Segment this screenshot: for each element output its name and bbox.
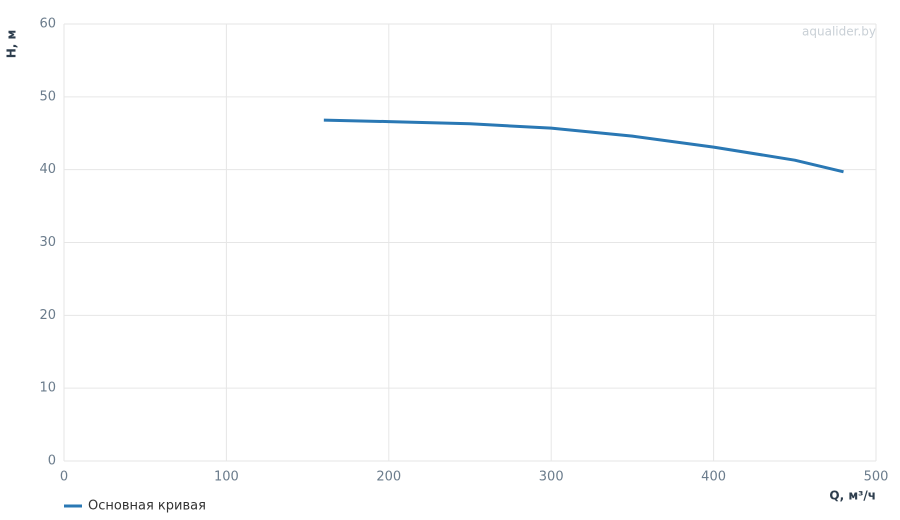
x-tick-label: 500 bbox=[864, 470, 889, 485]
x-tick-label: 300 bbox=[539, 470, 564, 485]
data-line bbox=[323, 118, 844, 174]
x-tick-label: 100 bbox=[214, 470, 239, 485]
x-tick-label: 200 bbox=[376, 470, 401, 485]
y-tick-label: 0 bbox=[48, 454, 56, 469]
watermark: aqualider.by bbox=[802, 25, 876, 39]
y-tick-label: 20 bbox=[39, 308, 56, 323]
y-tick-label: 10 bbox=[39, 381, 56, 396]
y-axis-title: H, м bbox=[5, 30, 19, 59]
y-tick-label: 60 bbox=[39, 17, 56, 32]
x-tick-label: 0 bbox=[60, 470, 68, 485]
legend-label: Основная кривая bbox=[88, 499, 206, 514]
x-tick-label: 400 bbox=[701, 470, 726, 485]
y-tick-label: 50 bbox=[39, 89, 56, 104]
x-axis-title: Q, м³/ч bbox=[829, 489, 876, 503]
y-tick-label: 40 bbox=[39, 162, 56, 177]
y-tick-label: 30 bbox=[39, 235, 56, 250]
